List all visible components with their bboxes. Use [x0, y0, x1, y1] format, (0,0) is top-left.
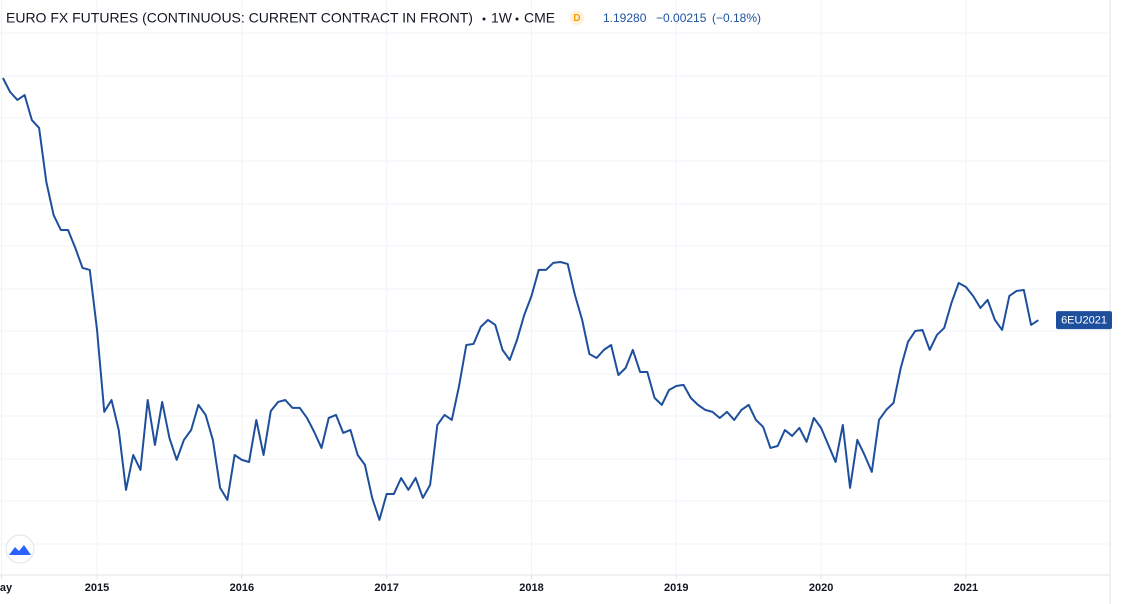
price-line [2, 77, 1039, 521]
separator [482, 17, 486, 21]
time-scale: May 2015 2016 2017 2018 2019 2020 2021 [0, 575, 978, 594]
x-tick-label: 2019 [664, 582, 688, 594]
separator [515, 17, 519, 21]
vertical-grid [0, 0, 967, 575]
x-tick-label: 2017 [374, 582, 398, 594]
price-change: −0.00215 [656, 11, 707, 25]
plot-area [2, 77, 1039, 521]
x-tick-label: May [0, 582, 13, 594]
x-tick-label: 2020 [809, 582, 833, 594]
price-change-percent: (−0.18%) [712, 11, 761, 25]
delay-badge: D [573, 13, 580, 24]
series-label: 6EU2021 [1061, 315, 1107, 327]
exchange: CME [524, 10, 555, 26]
badge-bg [569, 10, 585, 26]
x-tick-label: 2021 [954, 582, 978, 594]
interval: 1W [491, 10, 513, 26]
legend-header: EURO FX FUTURES (CONTINUOUS: CURRENT CON… [6, 10, 761, 26]
horizontal-grid [0, 32, 1110, 545]
x-tick-label: 2018 [519, 582, 543, 594]
last-price: 1.19280 [603, 11, 647, 25]
symbol-title: EURO FX FUTURES (CONTINUOUS: CURRENT CON… [6, 10, 473, 26]
logo [5, 534, 35, 564]
x-tick-label: 2016 [230, 582, 254, 594]
x-tick-label: 2015 [85, 582, 109, 594]
series-label-bg [1056, 311, 1112, 330]
